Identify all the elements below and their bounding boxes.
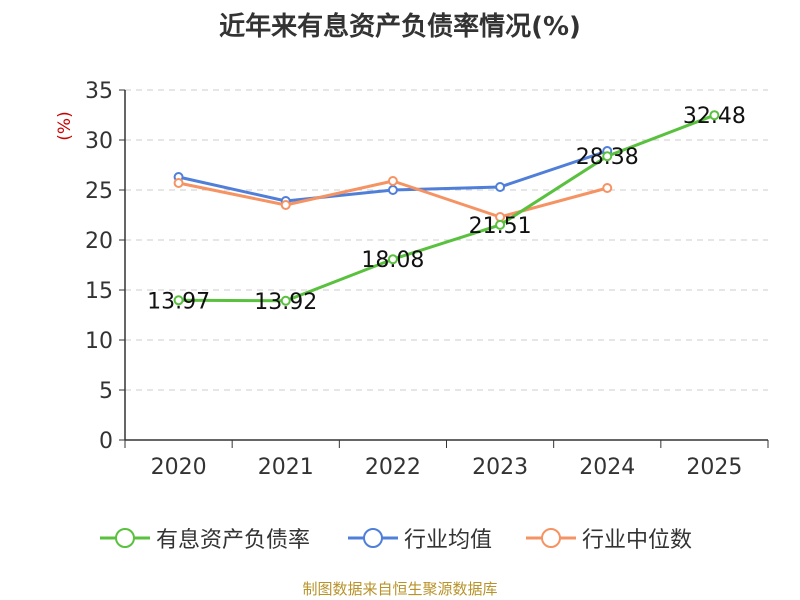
data-point (495, 182, 506, 192)
data-label: 13.92 (254, 290, 317, 315)
data-point (602, 151, 613, 162)
x-tick-label: 2025 (686, 455, 742, 480)
legend-swatch-industry-average (348, 528, 398, 548)
data-point (173, 178, 184, 188)
series-line (178, 113, 715, 303)
legend-item-debt-ratio[interactable]: 有息资产负债率 (100, 518, 310, 558)
data-label: 28.38 (576, 145, 639, 170)
data-label: 32.48 (683, 104, 746, 129)
y-axis-unit: (%) (55, 111, 75, 140)
data-label: 18.08 (361, 248, 424, 273)
y-tick-label: 5 (99, 379, 113, 404)
y-tick-label: 20 (85, 229, 113, 254)
x-tick-label: 2021 (258, 455, 314, 480)
data-point (387, 185, 398, 195)
data-point (387, 176, 398, 186)
data-point (495, 219, 506, 230)
data-point (387, 254, 398, 265)
y-tick-label: 0 (99, 429, 113, 454)
y-tick-label: 30 (85, 129, 113, 154)
x-tick-label: 2023 (472, 455, 528, 480)
chart-title: 近年来有息资产负债率情况(%) (219, 12, 581, 42)
legend-label-industry-average: 行业均值 (404, 528, 493, 553)
y-tick-label: 15 (85, 279, 113, 304)
data-point (602, 183, 613, 193)
data-point (280, 200, 291, 210)
source-footer: 制图数据来自恒生聚源数据库 (302, 580, 498, 598)
x-tick-label: 2020 (151, 455, 207, 480)
legend-item-industry-average[interactable]: 行业均值 (348, 518, 492, 558)
legend-item-industry-median[interactable]: 行业中位数 (526, 518, 692, 558)
legend-label-industry-median: 行业中位数 (582, 528, 693, 553)
legend: 有息资产负债率 行业均值 行业中位数 (0, 518, 800, 558)
data-point (280, 295, 291, 306)
y-tick-label: 10 (85, 329, 113, 354)
y-tick-label: 25 (85, 179, 113, 204)
x-tick-label: 2024 (579, 455, 635, 480)
legend-label-debt-ratio: 有息资产负债率 (156, 528, 311, 553)
data-point (173, 295, 184, 306)
y-tick-label: 35 (85, 79, 113, 104)
legend-swatch-industry-median (526, 528, 576, 548)
x-tick-label: 2022 (365, 455, 421, 480)
legend-swatch-debt-ratio (100, 528, 150, 548)
data-label: 13.97 (147, 289, 210, 314)
data-point (709, 110, 720, 121)
data-label: 21.51 (469, 214, 532, 239)
